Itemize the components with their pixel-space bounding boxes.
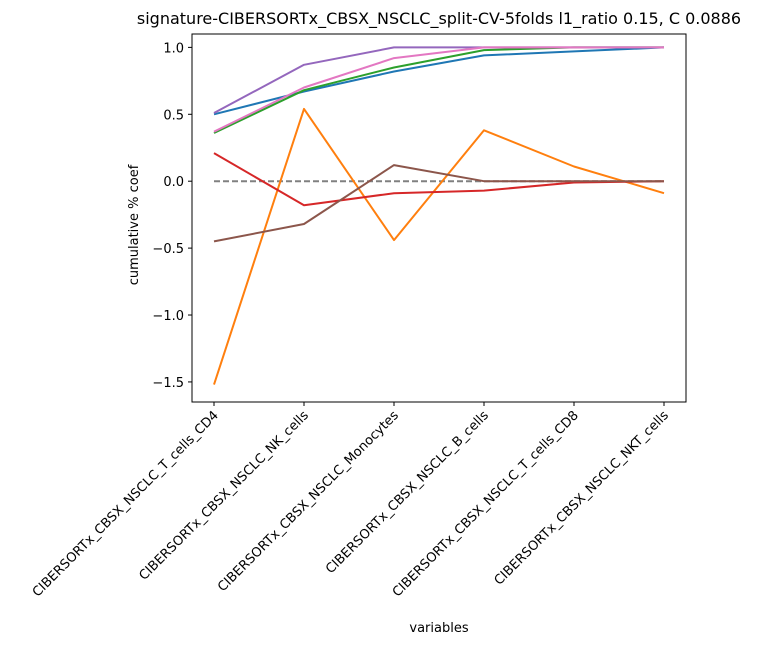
chart-title: signature-CIBERSORTx_CBSX_NSCLC_split-CV… <box>137 9 741 29</box>
y-tick-label: 0.0 <box>163 175 184 190</box>
series-layer <box>213 46 665 385</box>
series-line-2 <box>213 107 665 385</box>
y-tick-label: −1.5 <box>152 376 184 391</box>
y-axis-ticks: −1.5 −1.0 −0.5 0.0 0.5 1.0 <box>152 41 192 391</box>
y-tick-label: −0.5 <box>152 242 184 257</box>
y-axis-label: cumulative % coef <box>127 164 142 285</box>
y-tick-label: −1.0 <box>152 309 184 324</box>
y-tick-label: 0.5 <box>163 108 184 123</box>
x-axis-label: variables <box>409 621 468 636</box>
y-tick-label: 1.0 <box>163 41 184 56</box>
series-line-7 <box>213 46 664 133</box>
series-line-4 <box>213 152 665 207</box>
plot-frame <box>191 33 687 403</box>
series-line-6 <box>213 164 664 243</box>
